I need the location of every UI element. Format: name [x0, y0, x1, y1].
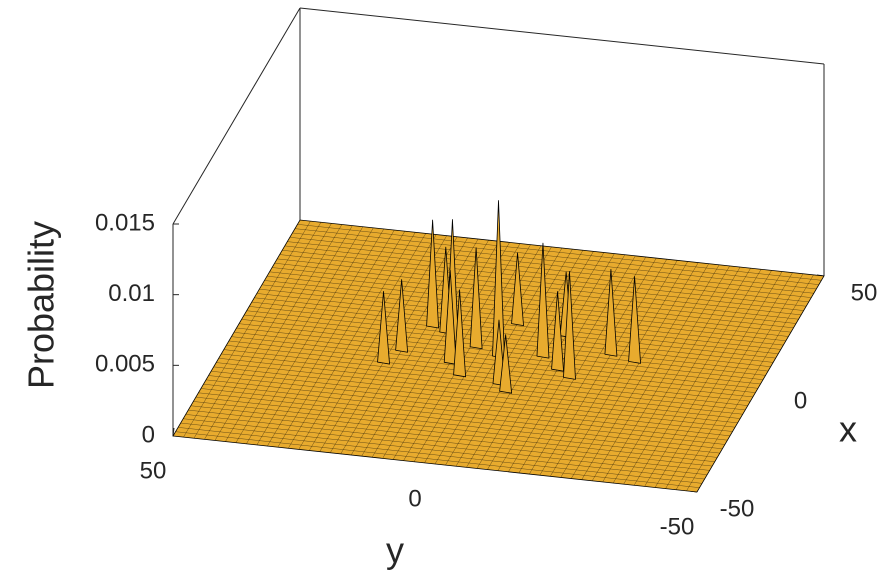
mesh-line	[266, 275, 792, 333]
mesh-line	[403, 244, 531, 461]
z-tick-label: 0.015	[95, 209, 155, 236]
y-tick-label: -50	[660, 513, 695, 540]
x-tick-label: 50	[851, 279, 878, 306]
surface-peak	[604, 269, 618, 357]
mesh-line	[350, 238, 479, 456]
y-tick	[172, 427, 175, 437]
mesh-line	[246, 227, 374, 444]
z-axis-label: Probability	[21, 221, 62, 389]
x-axis-label: x	[839, 409, 857, 450]
mesh-line	[298, 233, 426, 450]
mesh-line	[277, 231, 406, 448]
surface-peak	[628, 276, 641, 364]
surface-peak	[469, 247, 483, 350]
mesh-line	[204, 223, 332, 440]
mesh-line	[261, 284, 786, 342]
z-tick-label: 0.005	[95, 351, 155, 378]
mesh-line	[256, 228, 385, 446]
mesh-line	[277, 258, 802, 316]
mesh-line	[424, 246, 552, 464]
surface-peak	[563, 270, 576, 380]
mesh-line	[214, 224, 343, 441]
surface-peak	[536, 242, 550, 359]
surface-peak	[499, 334, 513, 394]
mesh-line	[329, 236, 458, 453]
surface-peaks	[377, 200, 641, 394]
surface-peak	[511, 252, 524, 327]
surface-peak	[551, 291, 564, 372]
x-tick-label: -50	[720, 495, 755, 522]
mesh-line	[269, 271, 794, 329]
mesh-line	[297, 224, 822, 281]
mesh-line	[361, 240, 489, 457]
mesh-line	[267, 229, 395, 447]
surface-peak	[377, 291, 390, 365]
mesh-line	[246, 310, 771, 367]
z-tick-label: 0.01	[108, 280, 155, 307]
surface-peak	[453, 289, 467, 378]
mesh-line	[251, 301, 776, 359]
mesh-line	[289, 237, 814, 294]
mesh-line	[264, 280, 789, 337]
surface-peak	[426, 219, 440, 329]
surface-peak	[395, 279, 409, 353]
axis-labels: x y Probability	[21, 221, 857, 571]
mesh-line	[287, 241, 812, 298]
mesh-line	[254, 297, 779, 355]
box-edge	[299, 7, 825, 65]
mesh-line	[183, 220, 311, 438]
mesh-line	[272, 267, 797, 324]
mesh-line	[288, 232, 416, 449]
y-axis-label: y	[386, 530, 404, 571]
y-tick-label: 0	[408, 485, 421, 512]
mesh-line	[309, 234, 437, 451]
mesh-line	[284, 245, 809, 303]
mesh-line	[294, 228, 819, 285]
z-tick-label: 0	[142, 421, 155, 448]
axes-box: 0 0.005 0.01 0.015 -50 0 50 -50 0 50	[95, 7, 878, 540]
mesh-line	[292, 232, 817, 290]
mesh-line	[225, 225, 353, 442]
box-edge	[172, 7, 301, 225]
mesh-line	[249, 306, 774, 363]
mesh-line	[274, 262, 799, 320]
x-tick-label: 0	[794, 387, 807, 414]
y-tick-label: 50	[140, 457, 167, 484]
mesh-line	[193, 222, 322, 439]
mesh-line	[235, 226, 364, 443]
surface-peak	[443, 270, 457, 365]
